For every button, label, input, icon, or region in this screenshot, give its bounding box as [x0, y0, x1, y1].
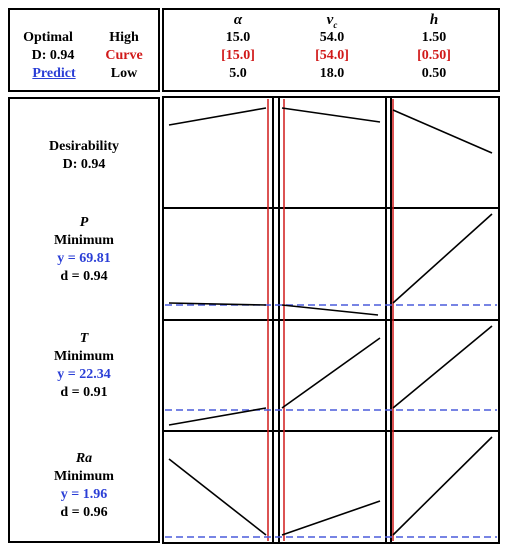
response-ra-goal: Minimum: [54, 469, 114, 484]
desirability-title: Desirability: [49, 139, 119, 154]
factor-vc-low: 18.0: [319, 66, 345, 81]
factor-header-panel: α 15.0 [15.0] 5.0 vc 54.0 [54.0] 18.0 h …: [162, 8, 500, 92]
factor-vc-high: 54.0: [319, 30, 345, 45]
factor-vc-symbol: vc: [302, 12, 362, 30]
profile-t-alpha: [168, 407, 267, 426]
profile-p-vc: [281, 304, 379, 316]
factor-alpha-symbol: α: [233, 12, 243, 28]
low-label: Low: [110, 66, 138, 81]
factor-h-low: 0.50: [421, 66, 447, 81]
response-labels-panel: Desirability D: 0.94 P Minimum y = 69.81…: [8, 97, 160, 543]
desirability-value: D: 0.94: [31, 48, 75, 63]
factor-h-current[interactable]: [0.50]: [417, 48, 451, 63]
profile-ra-alpha: [168, 458, 267, 536]
factor-alpha-current[interactable]: [15.0]: [221, 48, 255, 63]
response-ra-symbol: Ra: [75, 451, 93, 466]
factor-alpha-high: 15.0: [225, 30, 251, 45]
profile-t-h: [392, 325, 493, 409]
profile-p-alpha: [168, 302, 267, 306]
factor-vc-symbol-sub: c: [333, 20, 338, 30]
factor-vc-symbol-main: v: [326, 12, 334, 28]
high-label: High: [109, 30, 139, 45]
predict-link[interactable]: Predict: [32, 66, 76, 81]
summary-panel: Optimal D: 0.94 Predict High Curve Low: [8, 8, 160, 92]
response-p-goal: Minimum: [54, 233, 114, 248]
response-ra-y: y = 1.96: [60, 487, 108, 502]
response-p-d: d = 0.94: [60, 269, 108, 284]
response-ra-d: d = 0.96: [60, 505, 108, 520]
factor-vc-current[interactable]: [54.0]: [315, 48, 349, 63]
response-t-d: d = 0.91: [60, 385, 108, 400]
response-t-y: y = 22.34: [57, 367, 111, 382]
profile-p-h: [392, 213, 493, 304]
response-t-symbol: T: [79, 331, 89, 346]
profile-ra-vc: [281, 500, 381, 536]
profile-desirability-h: [392, 109, 493, 154]
response-p-y: y = 69.81: [57, 251, 111, 266]
factor-alpha-low: 5.0: [229, 66, 247, 81]
curve-label: Curve: [105, 48, 143, 63]
response-p-symbol: P: [79, 215, 89, 230]
factor-h-high: 1.50: [421, 30, 447, 45]
factor-h-symbol: h: [429, 12, 439, 28]
profile-t-vc: [281, 337, 381, 409]
profile-ra-h: [392, 436, 493, 536]
optimal-label: Optimal: [23, 30, 73, 45]
desirability-d: D: 0.94: [62, 157, 106, 172]
response-t-goal: Minimum: [54, 349, 114, 364]
profile-desirability-alpha: [168, 107, 267, 126]
profile-desirability-vc: [281, 107, 381, 123]
